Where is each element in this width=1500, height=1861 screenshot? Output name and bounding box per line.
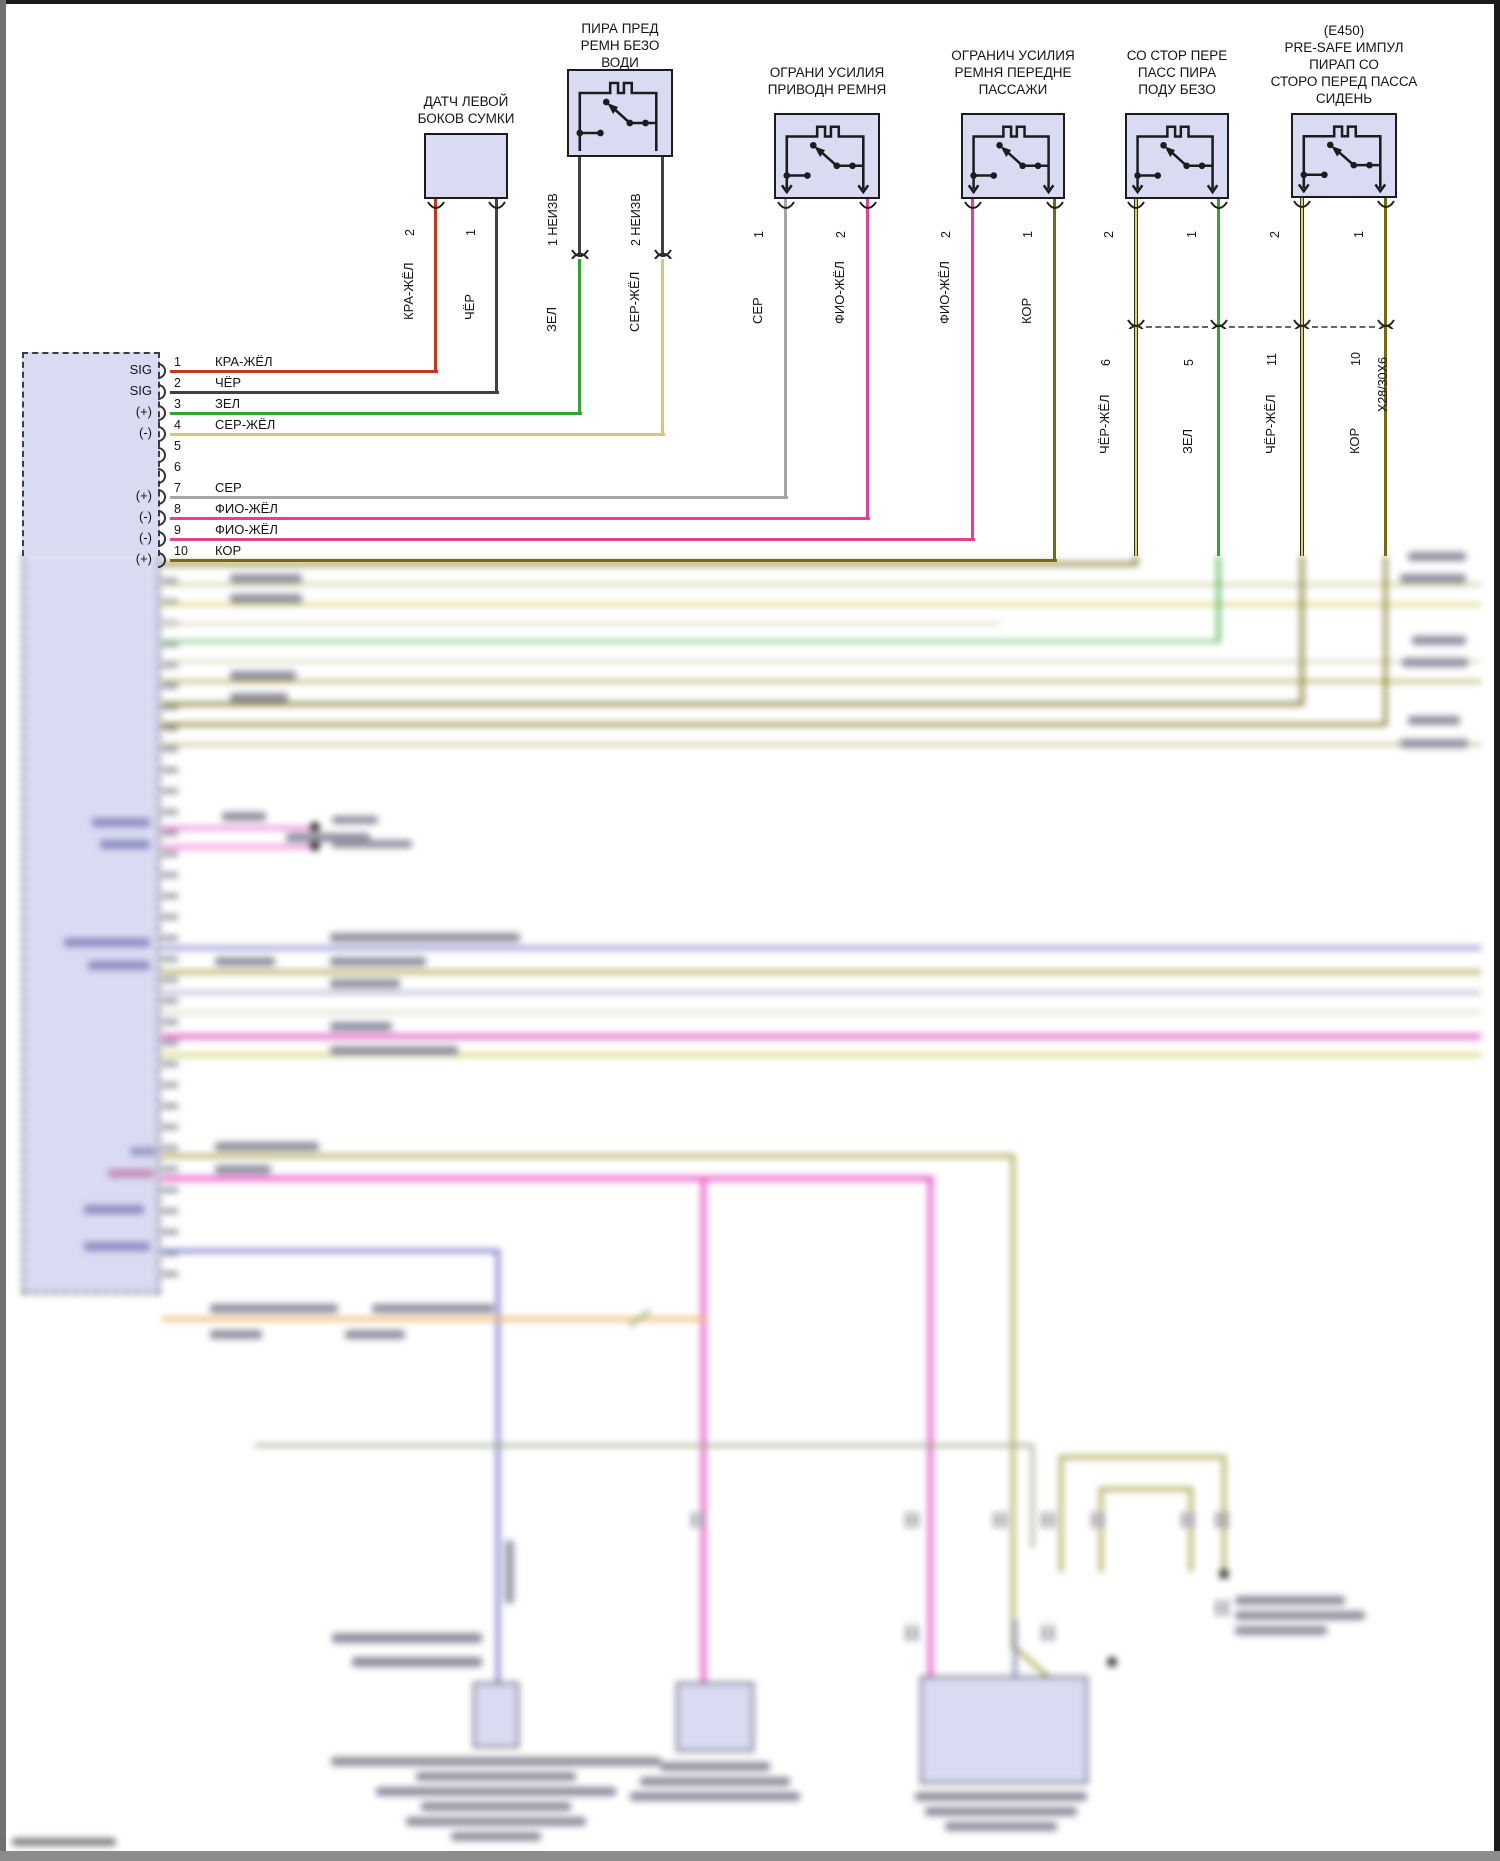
driver-belt-limiter-box	[774, 113, 880, 199]
wire-label: ЗЕЛ	[544, 306, 559, 332]
component-title: ДАТЧ ЛЕВОЙ БОКОВ СУМКИ	[417, 94, 515, 126]
squib-symbol	[780, 125, 870, 195]
pin-conn-label: 1 НЕИЗВ	[546, 193, 560, 246]
passenger-side-airbag-box	[1125, 113, 1229, 199]
connector-arcs	[427, 201, 445, 209]
wire-ser-zhel	[170, 433, 665, 436]
passenger-belt-limiter-box	[961, 113, 1065, 199]
bottom-box-a	[473, 1682, 519, 1748]
wire-kor	[170, 559, 1057, 562]
frame-right	[1494, 0, 1500, 1861]
pin-number: 2	[403, 229, 417, 236]
frame-left	[0, 0, 6, 1861]
frame-top	[0, 0, 1500, 4]
squib-symbol	[576, 81, 658, 151]
driver-pretensioner-box	[567, 69, 673, 157]
squib-symbol	[1131, 125, 1219, 195]
bottom-box-b	[676, 1682, 754, 1752]
crossing-wire-label: ЧЁР-ЖЁЛ	[1097, 394, 1112, 454]
srs-control-unit-box	[22, 352, 160, 556]
presafe-impulse-box	[1291, 113, 1397, 198]
unit-pin-number: 1	[174, 355, 181, 369]
unit-wire-label: КРА-ЖЁЛ	[215, 354, 273, 369]
wire-label: КРА-ЖЁЛ	[401, 262, 416, 320]
connector-id-label: X28/30X6	[1376, 357, 1390, 412]
wire-fio-zhel-1	[170, 517, 870, 520]
bottom-box-c	[920, 1676, 1088, 1784]
left-side-bag-sensor-box	[424, 133, 508, 199]
unit-pin-side-label: SIG	[129, 362, 152, 377]
squib-symbol	[967, 125, 1055, 195]
control-unit-lower	[22, 554, 160, 1294]
wire-zel	[170, 412, 582, 415]
crossing-pin-number: 6	[1099, 359, 1113, 366]
frame-bottom	[0, 1851, 1500, 1861]
wire-kra-zhel	[170, 370, 438, 373]
inline-connector-dashed-line	[1146, 326, 1208, 328]
squib-symbol	[1297, 125, 1387, 194]
wire-fio-zhel-2	[170, 538, 975, 541]
wire-ser	[170, 496, 788, 499]
watermark	[12, 1838, 116, 1846]
wire-chyor	[170, 391, 499, 394]
